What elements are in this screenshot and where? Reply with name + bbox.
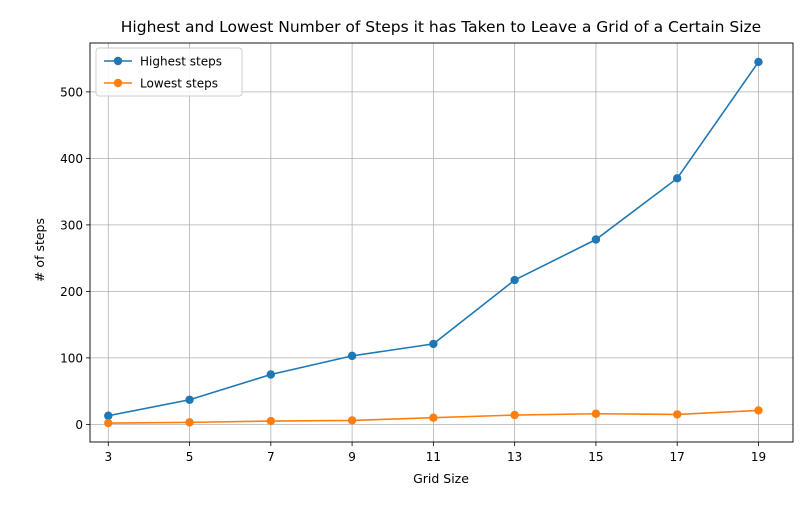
chart-title: Highest and Lowest Number of Steps it ha… bbox=[121, 18, 761, 36]
legend-label: Highest steps bbox=[140, 55, 222, 69]
x-tick-label: 7 bbox=[267, 450, 275, 464]
data-point bbox=[672, 174, 682, 183]
data-point bbox=[510, 275, 519, 285]
x-tick-label: 5 bbox=[186, 450, 194, 464]
data-point bbox=[266, 416, 276, 426]
data-point bbox=[591, 409, 601, 418]
data-point bbox=[104, 411, 113, 420]
y-tick-label: 0 bbox=[75, 418, 83, 432]
data-point bbox=[185, 395, 194, 404]
x-axis-label: Grid Size bbox=[413, 471, 469, 486]
data-point bbox=[185, 418, 194, 427]
x-tick-label: 15 bbox=[588, 450, 603, 464]
data-point bbox=[591, 235, 601, 244]
x-tick-label: 13 bbox=[507, 450, 522, 464]
x-tick-label: 17 bbox=[670, 450, 685, 464]
y-tick-label: 400 bbox=[60, 152, 83, 166]
legend: Highest steps Lowest steps bbox=[95, 47, 243, 97]
legend-swatch-marker bbox=[113, 78, 123, 88]
data-point bbox=[672, 410, 682, 419]
y-tick-label: 200 bbox=[60, 285, 83, 299]
axes: 3 5 7 9 11 13 15 17 19 0 100 200 300 400 500 bbox=[60, 42, 794, 464]
y-axis-label: # of steps bbox=[32, 218, 47, 282]
legend-swatch-marker bbox=[113, 56, 123, 66]
y-tick-label: 100 bbox=[60, 351, 83, 365]
y-tick-label: 300 bbox=[60, 218, 83, 232]
data-point bbox=[754, 406, 763, 415]
x-tick-label: 3 bbox=[104, 450, 112, 464]
data-point bbox=[104, 418, 113, 428]
series-layer bbox=[104, 57, 763, 428]
y-tick-label: 500 bbox=[60, 85, 83, 99]
legend-label: Lowest steps bbox=[140, 77, 218, 91]
data-point bbox=[266, 370, 276, 379]
data-point bbox=[429, 339, 438, 349]
grid-lines bbox=[90, 43, 793, 442]
x-tick-label: 11 bbox=[426, 450, 441, 464]
data-point bbox=[754, 57, 763, 67]
data-point bbox=[347, 416, 357, 425]
plot-frame bbox=[89, 42, 794, 443]
x-tick-label: 19 bbox=[751, 450, 766, 464]
data-point bbox=[429, 413, 438, 422]
legend-box bbox=[95, 47, 243, 97]
x-tick-label: 9 bbox=[348, 450, 356, 464]
data-point bbox=[347, 351, 357, 361]
data-point bbox=[510, 410, 519, 420]
